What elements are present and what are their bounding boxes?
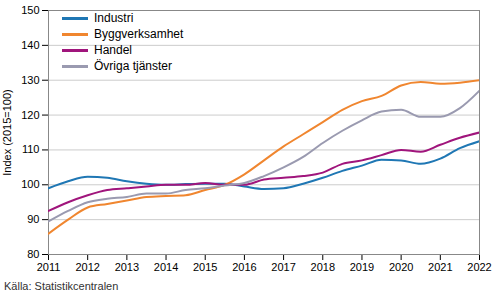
svg-text:140: 140	[21, 39, 39, 51]
svg-text:130: 130	[21, 74, 39, 86]
svg-text:2016: 2016	[232, 261, 256, 273]
svg-text:2017: 2017	[271, 261, 295, 273]
html-text:Industri: Industri	[94, 11, 134, 25]
svg-text:2021: 2021	[428, 261, 452, 273]
html-text:Övriga tjänster: Övriga tjänster	[94, 59, 172, 73]
svg-text:110: 110	[22, 143, 40, 155]
svg-text:80: 80	[27, 248, 39, 260]
svg-text:120: 120	[21, 109, 39, 121]
svg-text:2018: 2018	[311, 261, 335, 273]
html-text:Handel: Handel	[94, 43, 132, 57]
svg-text:2014: 2014	[154, 261, 178, 273]
svg-text:2013: 2013	[115, 261, 139, 273]
svg-text:Index (2015=100): Index (2015=100)	[1, 89, 13, 176]
svg-text:100: 100	[21, 178, 39, 190]
svg-text:2022: 2022	[467, 261, 491, 273]
html-text:Källa: Statistikcentralen: Källa: Statistikcentralen	[4, 280, 119, 292]
svg-text:2012: 2012	[75, 261, 99, 273]
html-text:Byggverksamhet: Byggverksamhet	[94, 27, 184, 41]
svg-text:2015: 2015	[193, 261, 217, 273]
svg-text:2020: 2020	[389, 261, 413, 273]
svg-text:2019: 2019	[350, 261, 374, 273]
svg-text:2011: 2011	[37, 261, 61, 273]
svg-text:150: 150	[21, 4, 39, 16]
svg-text:90: 90	[27, 213, 39, 225]
